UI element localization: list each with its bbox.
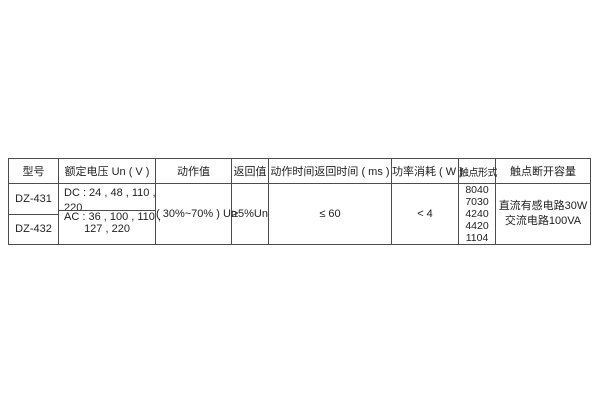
contact-form-value: 4420 (465, 220, 489, 232)
header-model: 型号 (8, 158, 59, 184)
header-breaking-capacity: 触点断开容量 (495, 158, 591, 184)
model-cell-dz431: DZ-431 (8, 183, 59, 215)
header-rated-voltage: 额定电压 Un ( V ) (58, 158, 156, 184)
voltage-ac-line2: 127 , 220 (84, 223, 130, 235)
header-row: 型号 额定电压 Un ( V ) 动作值 返回值 动作时间返回时间 ( ms )… (8, 158, 591, 184)
header-power-consumption: 功率消耗 ( W ) (391, 158, 463, 184)
breaking-capacity-cell: 直流有感电路30W 交流电路100VA (495, 183, 591, 245)
voltage-dc-line1: DC : 24 , 48 , 110 , (64, 187, 156, 199)
voltage-row-separator (59, 210, 155, 211)
contact-form-cell: 8040 7030 4240 4420 1104 (458, 183, 496, 245)
return-value-cell: ≥5%Un (231, 183, 269, 245)
table-row-dz432: DZ-432 (8, 213, 591, 245)
action-value-cell: ( 30%~70% ) Un (155, 183, 237, 245)
power-consumption-cell: < 4 (391, 183, 459, 245)
voltage-dc-line2: 220 (64, 202, 83, 214)
action-return-time-cell: ≤ 60 (268, 183, 392, 245)
contact-form-value: 8040 (465, 184, 489, 196)
spec-table: 型号 额定电压 Un ( V ) 动作值 返回值 动作时间返回时间 ( ms )… (8, 158, 591, 245)
model-cell-dz432: DZ-432 (8, 213, 59, 245)
header-contact-form: 触点形式 (458, 158, 498, 184)
breaking-capacity-ac: 交流电路100VA (504, 215, 582, 227)
header-return-value: 返回值 (231, 158, 269, 184)
header-action-return-time: 动作时间返回时间 ( ms ) (268, 158, 392, 184)
table-row-dz431: DZ-431 DC : 24 , 48 , 110 , 220 AC : 36 … (8, 183, 591, 245)
rated-voltage-cell: DC : 24 , 48 , 110 , 220 AC : 36 , 100 ,… (58, 183, 161, 245)
contact-form-value: 4240 (465, 208, 489, 220)
breaking-capacity-dc: 直流有感电路30W (498, 200, 588, 212)
contact-form-value: 7030 (465, 196, 489, 208)
header-action-value: 动作值 (155, 158, 232, 184)
voltage-ac-line1: AC : 36 , 100 , 110 , (64, 211, 162, 223)
contact-form-value: 1104 (465, 232, 489, 244)
